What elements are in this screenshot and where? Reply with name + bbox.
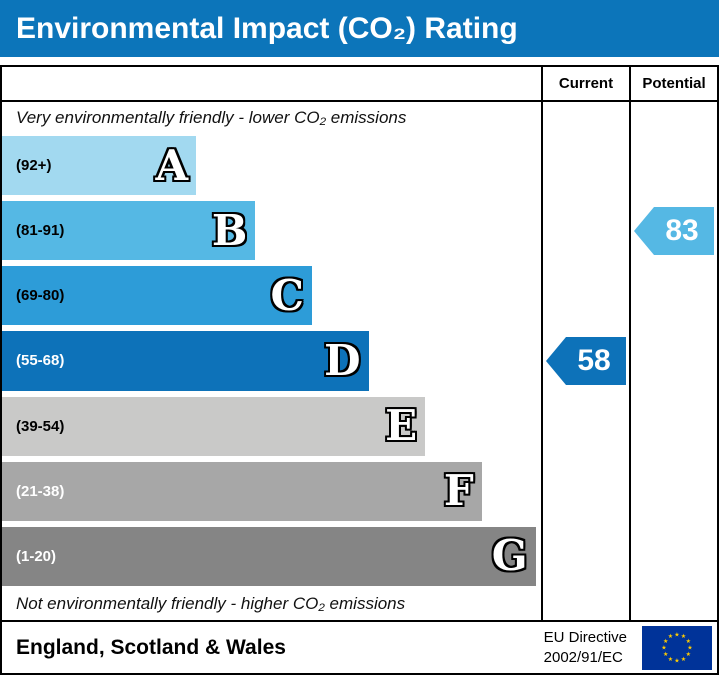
band-range-label: (1-20) (16, 547, 57, 565)
band-row-e: (39-54) E (2, 396, 541, 456)
band-bar-e: (39-54) E (2, 396, 426, 456)
band-range-label: (92+) (16, 157, 52, 175)
band-letter: A (155, 140, 189, 190)
band-row-f: (21-38) F (2, 461, 541, 521)
caption-bottom: Not environmentally friendly - higher CO… (16, 594, 406, 613)
current-column: 58 (541, 102, 629, 620)
directive-line2: 2002/91/EC (543, 648, 623, 666)
svg-text:★: ★ (663, 651, 668, 658)
svg-text:★: ★ (674, 657, 679, 664)
header-potential-label: Potential (629, 67, 717, 102)
svg-text:★: ★ (674, 631, 679, 638)
band-letter: F (443, 466, 474, 516)
band-row-b: (81-91) B (2, 201, 541, 261)
title-bar: Environmental Impact (CO₂) Rating (0, 0, 719, 57)
potential-arrow: 83 (634, 207, 714, 255)
band-bar-b: (81-91) B (2, 201, 256, 261)
bands-area: Very environmentally friendly - lower CO… (2, 102, 541, 620)
band-bar-c: (69-80) C (2, 266, 312, 326)
header-current-label: Current (541, 67, 629, 102)
eu-flag-icon: ★ ★ ★ ★ ★ ★ ★ ★ ★ ★ ★ ★ (642, 625, 712, 670)
band-row-d: (55-68) D (2, 331, 541, 391)
band-range-label: (55-68) (16, 352, 65, 370)
caption-top: Very environmentally friendly - lower CO… (16, 108, 407, 127)
region-label: England, Scotland & Wales (16, 635, 286, 659)
band-bar-a: (92+) A (2, 136, 197, 196)
band-bar-d: (55-68) D (2, 331, 369, 391)
svg-text:★: ★ (681, 655, 686, 662)
potential-value: 83 (665, 214, 699, 247)
band-row-c: (69-80) C (2, 266, 541, 326)
svg-text:★: ★ (681, 633, 686, 640)
band-bar-g: (1-20) G (2, 526, 536, 586)
svg-text:★: ★ (668, 633, 673, 640)
directive-line1: EU Directive (543, 629, 627, 646)
band-letter: D (324, 335, 361, 385)
svg-text:★: ★ (663, 638, 668, 645)
svg-text:★: ★ (687, 644, 692, 651)
directive-text: EU Directive 2002/91/EC (544, 628, 627, 667)
svg-text:★: ★ (661, 644, 666, 651)
band-letter: G (491, 531, 528, 581)
potential-column: 83 (629, 102, 717, 620)
rating-chart: Current Potential Very environmentally f… (0, 65, 719, 622)
band-letter: B (211, 205, 248, 255)
svg-text:★: ★ (668, 655, 673, 662)
svg-text:★: ★ (686, 638, 691, 645)
header-spacer (2, 67, 541, 102)
band-range-label: (39-54) (16, 417, 65, 435)
band-letter: C (270, 270, 304, 320)
current-arrow: 58 (546, 337, 626, 385)
band-range-label: (21-38) (16, 482, 65, 500)
band-range-label: (81-91) (16, 222, 65, 240)
band-range-label: (69-80) (16, 287, 65, 305)
page-title: Environmental Impact (CO₂) Rating (16, 11, 518, 45)
current-value: 58 (577, 344, 611, 377)
svg-text:★: ★ (686, 651, 691, 658)
band-row-g: (1-20) G (2, 526, 541, 586)
band-letter: E (385, 401, 418, 451)
footer: England, Scotland & Wales EU Directive 2… (0, 622, 719, 675)
band-row-a: (92+) A (2, 136, 541, 196)
band-bar-f: (21-38) F (2, 461, 482, 521)
band-bars: (92+) A (81-91) B (69-80) C (55-68) (2, 134, 541, 588)
